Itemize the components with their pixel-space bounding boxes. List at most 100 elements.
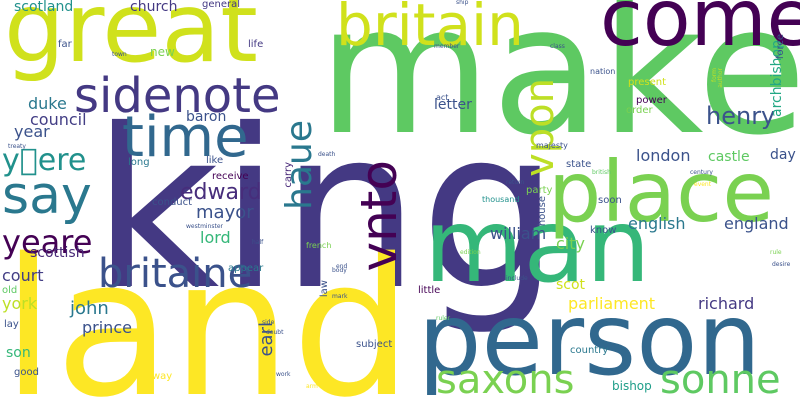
word-year: year: [14, 122, 50, 141]
word-good: good: [14, 367, 39, 378]
word-richard: richard: [698, 294, 755, 313]
word-saxons: saxons: [436, 357, 575, 400]
word-law: law: [319, 280, 330, 298]
word-york: york: [2, 294, 38, 313]
word-new: new: [150, 45, 175, 59]
word-britain: britain: [336, 0, 524, 59]
word-conduct: conduct: [152, 197, 193, 208]
word-say: say: [2, 166, 92, 226]
word-son: son: [6, 345, 31, 361]
word-way: way: [152, 371, 173, 382]
word-far: far: [58, 39, 72, 50]
word-old: old: [2, 285, 18, 296]
word-present: present: [628, 77, 667, 88]
word-ship: ship: [456, 0, 469, 6]
word-carry: carry: [283, 162, 294, 188]
word-london: london: [636, 146, 691, 165]
word-earl: earl: [256, 322, 277, 357]
word-mayor: mayor: [196, 202, 254, 223]
word-author: author: [717, 68, 724, 88]
word-party: party: [526, 185, 553, 196]
word-town: town: [112, 51, 127, 58]
word-prince: prince: [82, 318, 132, 337]
word-court: court: [2, 266, 44, 285]
word-appear: appear: [228, 263, 264, 274]
word-man: man: [424, 187, 651, 306]
word-yeare: yeare: [2, 223, 93, 261]
word-death: death: [318, 151, 336, 158]
word-return: return: [506, 179, 525, 186]
word-arm: arm: [306, 383, 318, 390]
word-member: member: [434, 43, 460, 50]
word-english: english: [628, 214, 686, 233]
word-westminster: westminster: [186, 223, 224, 230]
word-scotland: scotland: [14, 0, 74, 15]
word-john: john: [70, 298, 109, 319]
word-little: little: [418, 285, 441, 296]
word-council: council: [30, 110, 87, 129]
word-yere: y ere: [2, 143, 87, 178]
word-end: end: [336, 263, 348, 270]
word-time: time: [122, 105, 249, 170]
word-william: william: [490, 224, 547, 243]
word-lord: lord: [200, 228, 231, 247]
word-country: country: [570, 345, 609, 356]
word-long: long: [128, 157, 150, 168]
word-castle: castle: [708, 149, 750, 165]
word-body: body: [332, 267, 347, 274]
word-house: house: [537, 196, 548, 227]
word-bishop: bishop: [612, 379, 652, 393]
word-power: power: [636, 95, 667, 106]
word-work: work: [276, 371, 291, 378]
word-general: general: [202, 0, 241, 10]
word-desire: desire: [772, 261, 791, 268]
word-doubt: doubt: [266, 329, 284, 336]
word-vnto: vnto: [350, 160, 408, 272]
word-ruler: ruler: [436, 315, 451, 322]
word-scot: scot: [556, 277, 586, 293]
word-britaine: britaine: [98, 251, 253, 297]
word-thousand: thousand: [482, 195, 520, 204]
word-century: century: [690, 169, 713, 176]
word-force: force: [775, 34, 786, 60]
word-sidenote: sidenote: [74, 68, 281, 124]
word-day: day: [770, 147, 796, 163]
word-lay: lay: [4, 319, 19, 330]
word-mark: mark: [332, 293, 348, 300]
word-king: king: [92, 82, 560, 338]
word-act: act: [436, 93, 449, 102]
word-parliament: parliament: [568, 294, 656, 313]
word-life: life: [248, 39, 264, 50]
word-land: land: [2, 218, 413, 400]
word-person: person: [418, 281, 761, 398]
word-event: event: [694, 181, 712, 188]
word-sonne: sonne: [660, 357, 781, 400]
word-edward: edward: [180, 180, 262, 205]
word-letter: letter: [434, 97, 472, 113]
word-edition: edition: [460, 249, 481, 256]
word-scottish: scottish: [30, 245, 85, 261]
word-duke: duke: [28, 94, 67, 113]
word-treaty: treaty: [8, 143, 26, 150]
word-come: come: [600, 0, 800, 64]
word-make: make: [318, 0, 800, 174]
word-vpon: vpon: [517, 78, 563, 177]
word-great: great: [4, 0, 258, 84]
word-side: side: [262, 319, 275, 326]
word-majesty: majesty: [536, 141, 568, 150]
word-french: french: [306, 241, 332, 250]
word-church: church: [130, 0, 178, 15]
word-henry: henry: [706, 102, 776, 130]
word-baron: baron: [186, 109, 227, 125]
word-like: like: [206, 155, 224, 166]
word-order: order: [626, 105, 653, 116]
word-city: city: [556, 234, 585, 253]
word-include: include: [506, 275, 528, 282]
word-subject: subject: [356, 339, 393, 350]
word-place: place: [548, 143, 774, 241]
word-know: know: [590, 225, 617, 236]
word-receive: receive: [212, 171, 249, 182]
word-nation: nation: [590, 67, 616, 76]
word-rule: rule: [770, 249, 782, 256]
